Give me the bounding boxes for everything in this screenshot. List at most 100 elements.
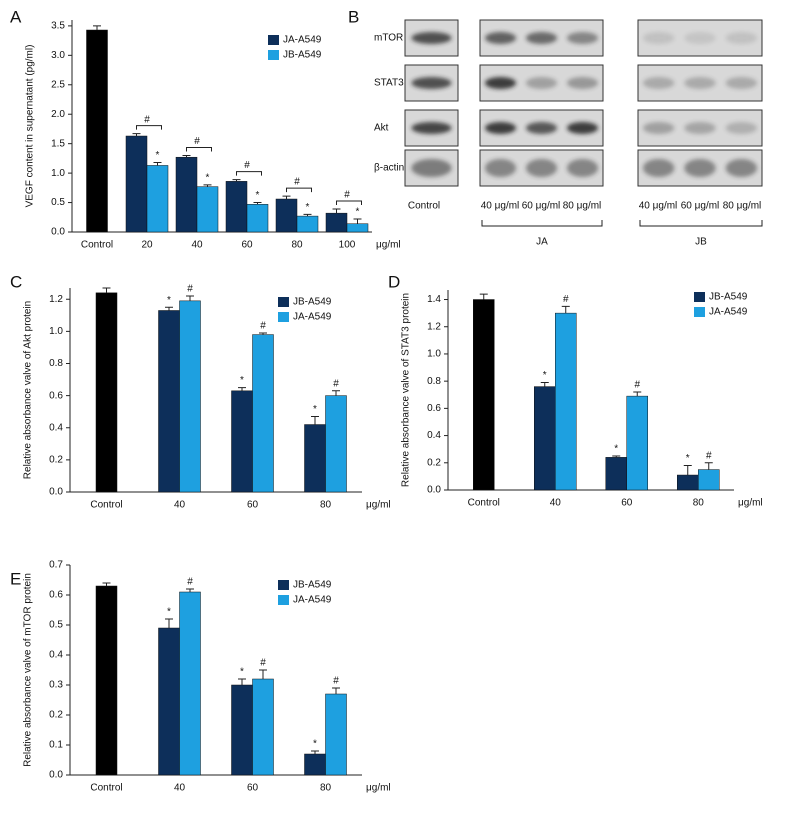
error-bar xyxy=(165,618,173,628)
group-bracket xyxy=(639,220,763,227)
panel-label: E xyxy=(10,569,21,588)
y-tick-label: 1.5 xyxy=(51,138,65,149)
group-label: JB xyxy=(695,237,707,248)
y-tick-label: 0.4 xyxy=(49,650,63,661)
y-tick-label: 0.0 xyxy=(51,227,65,238)
error-bar xyxy=(232,179,241,182)
bar xyxy=(698,469,720,491)
legend-label: JB-A549 xyxy=(709,292,748,303)
comparison-label: # xyxy=(194,136,200,147)
bar xyxy=(196,186,219,233)
error-bar xyxy=(153,162,162,166)
error-bar xyxy=(479,293,488,300)
x-tick-label: 40 xyxy=(174,500,186,511)
legend-label: JA-A549 xyxy=(283,35,322,46)
error-bar xyxy=(561,305,570,314)
blot-band xyxy=(525,77,558,89)
y-tick-label: 3.5 xyxy=(51,21,65,32)
y-tick-label: 0.0 xyxy=(427,485,441,496)
bar xyxy=(179,300,201,493)
blot-column-label: 80 μg/ml xyxy=(563,201,602,212)
significance-marker: * xyxy=(543,370,547,381)
y-tick-label: 1.2 xyxy=(49,294,63,305)
blot-column-label: Control xyxy=(408,201,440,212)
error-bar xyxy=(353,218,362,224)
blot-band xyxy=(684,159,716,177)
blot-band xyxy=(642,159,675,177)
x-tick-label: 40 xyxy=(550,498,562,509)
bar xyxy=(231,390,253,493)
error-bar xyxy=(132,133,141,137)
y-tick-label: 0.6 xyxy=(49,590,63,601)
bar xyxy=(473,299,495,491)
error-bar xyxy=(253,202,262,205)
x-tick-label: 60 xyxy=(247,500,259,511)
y-tick-label: 0.1 xyxy=(49,740,63,751)
y-tick-label: 2.0 xyxy=(51,109,65,120)
bar xyxy=(346,223,369,233)
error-bar xyxy=(238,678,246,685)
axis xyxy=(71,20,372,233)
bar xyxy=(95,585,118,776)
blot-band xyxy=(525,32,558,44)
x-tick-label: 20 xyxy=(141,240,153,251)
bar xyxy=(296,215,319,233)
bar xyxy=(555,312,577,491)
error-bar xyxy=(102,582,111,586)
blot-band xyxy=(525,122,558,134)
x-unit-label: μg/ml xyxy=(738,498,763,509)
x-unit-label: μg/ml xyxy=(366,783,391,794)
legend-label: JA-A549 xyxy=(293,312,332,323)
blot-band xyxy=(484,122,517,134)
x-tick-label: Control xyxy=(468,498,500,509)
significance-marker: # xyxy=(260,658,266,669)
blot-band xyxy=(411,77,452,89)
error-bar xyxy=(683,465,692,476)
error-bar xyxy=(332,687,340,694)
y-tick-label: 0.2 xyxy=(49,455,63,466)
y-tick-label: 0.0 xyxy=(49,487,63,498)
y-tick-label: 0.5 xyxy=(51,197,65,208)
significance-marker: # xyxy=(706,450,712,461)
blot-band xyxy=(411,159,452,177)
group-bracket xyxy=(481,220,603,227)
legend-swatch xyxy=(694,307,705,317)
y-tick-label: 0.2 xyxy=(49,710,63,721)
bar xyxy=(179,591,201,776)
legend-swatch xyxy=(278,580,289,590)
error-bar xyxy=(332,390,340,396)
error-bar xyxy=(311,750,319,754)
bar xyxy=(304,753,326,776)
blot-column-label: 80 μg/ml xyxy=(723,201,762,212)
x-tick-label: 60 xyxy=(247,783,259,794)
bar xyxy=(626,395,648,491)
x-tick-label: Control xyxy=(81,240,113,251)
error-bar xyxy=(612,455,621,458)
blot-band xyxy=(484,32,517,44)
significance-marker: # xyxy=(333,378,339,389)
bar xyxy=(158,627,180,776)
x-tick-label: 60 xyxy=(241,240,253,251)
legend-swatch xyxy=(278,595,289,605)
bar xyxy=(534,386,556,491)
legend-swatch xyxy=(268,35,279,45)
significance-marker: * xyxy=(167,295,171,306)
legend-label: JA-A549 xyxy=(709,307,748,318)
blot-band xyxy=(725,122,758,134)
blot-band xyxy=(725,77,758,89)
comparison-bracket xyxy=(336,200,362,206)
y-tick-label: 0.6 xyxy=(427,403,441,414)
error-bar xyxy=(182,154,191,158)
blot-band xyxy=(684,122,716,134)
y-tick-label: 1.0 xyxy=(49,326,63,337)
significance-marker: * xyxy=(306,202,310,213)
group-label: JA xyxy=(536,237,548,248)
blot-band xyxy=(684,77,716,89)
significance-marker: * xyxy=(313,404,317,415)
error-bar xyxy=(186,588,194,592)
blot-column-label: 40 μg/ml xyxy=(481,201,520,212)
significance-marker: * xyxy=(686,453,690,464)
y-tick-label: 0.4 xyxy=(427,430,441,441)
x-tick-label: 40 xyxy=(191,240,203,251)
significance-marker: # xyxy=(634,380,640,391)
